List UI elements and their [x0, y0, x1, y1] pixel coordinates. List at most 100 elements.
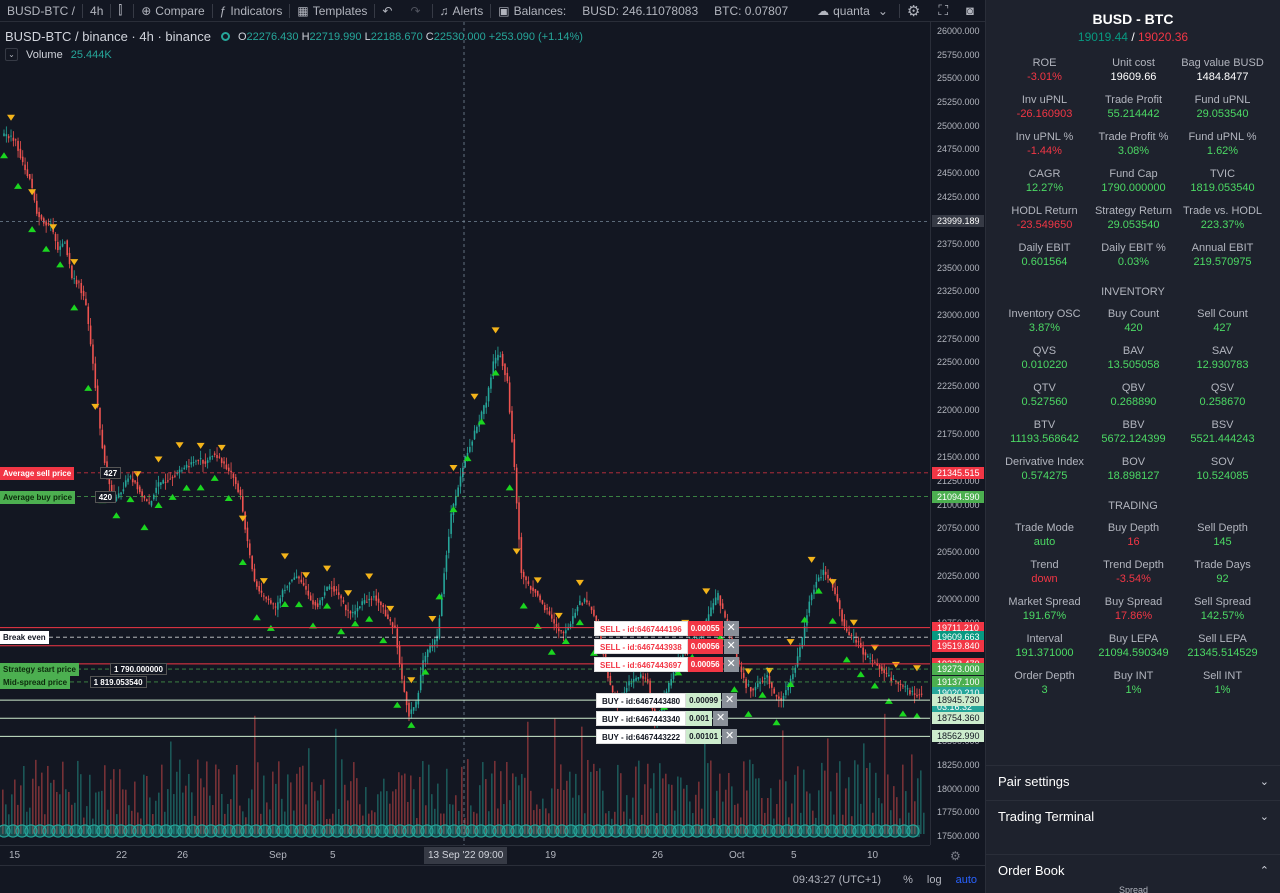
fullscreen-button[interactable]: ⛶: [931, 0, 959, 22]
volume-legend: ⌄ Volume 25.444K: [5, 48, 112, 61]
buy-marker: [168, 493, 177, 500]
undo-button[interactable]: ↶: [375, 0, 403, 22]
candle-body: [71, 265, 73, 279]
volume-bar: [764, 812, 766, 834]
settings-button[interactable]: ⚙: [900, 0, 931, 22]
trade-marker: [123, 824, 137, 838]
price-tick: 20500.000: [937, 546, 980, 557]
candle-body: [108, 477, 111, 485]
order-quantity[interactable]: 0.001: [686, 711, 713, 727]
stat-label: Bag value BUSD: [1181, 57, 1264, 69]
candle-body: [209, 456, 211, 460]
sell-marker: [301, 572, 310, 579]
sell-marker: [554, 612, 563, 619]
percent-toggle[interactable]: %: [903, 873, 913, 886]
trade-marker: [6, 824, 20, 838]
cancel-order-icon[interactable]: ✕: [723, 656, 739, 672]
candle-body: [302, 582, 305, 586]
order-quantity[interactable]: 0.00099: [686, 693, 722, 709]
compare-button[interactable]: ⊕ Compare: [134, 0, 211, 22]
candle-body: [19, 148, 22, 158]
volume-bar: [437, 783, 439, 834]
auto-scale-toggle[interactable]: auto: [955, 873, 977, 886]
trade-marker: [150, 824, 164, 838]
volume-bar: [722, 801, 724, 834]
volume-bar: [83, 817, 85, 834]
indicators-button[interactable]: ƒ Indicators: [213, 0, 290, 22]
trade-marker: [744, 824, 758, 838]
time-scale[interactable]: 13 Sep '22 09:00 15 22 26 Sep 5 19 26 Oct 5 10: [0, 845, 930, 865]
trading-terminal-accordion[interactable]: Trading Terminal ⌄: [986, 800, 1280, 832]
volume-bar: [911, 754, 913, 834]
pair-settings-accordion[interactable]: Pair settings ⌄: [986, 765, 1280, 797]
volume-bar: [854, 760, 856, 834]
trade-marker: [348, 824, 362, 838]
order-quantity[interactable]: 0.00055: [687, 620, 723, 636]
volume-bar: [203, 787, 205, 834]
sell-marker: [154, 456, 163, 463]
buy-marker: [56, 261, 65, 268]
trade-marker: [240, 824, 254, 838]
buy-order[interactable]: BUY - id:6467443480 0.00099 ✕: [596, 693, 738, 709]
chart-settings-icon[interactable]: ⚙: [950, 849, 961, 863]
volume-bar: [89, 774, 91, 834]
trade-marker: [654, 824, 668, 838]
order-quantity[interactable]: 0.00056: [687, 656, 723, 672]
cancel-order-icon[interactable]: ✕: [723, 638, 739, 654]
volume-bar: [521, 773, 523, 834]
redo-button[interactable]: ↷: [403, 0, 431, 22]
volume-bar: [404, 773, 406, 834]
stat-value: -26.160903: [1016, 108, 1073, 120]
collapse-legend-button[interactable]: ⌄: [5, 48, 18, 61]
sell-order[interactable]: SELL - id:6467443697 0.00056 ✕: [594, 656, 739, 672]
chevron-down-icon: ⌄: [877, 3, 888, 18]
stat-label: Buy Count: [1107, 308, 1160, 320]
symbol-search-button[interactable]: BUSD-BTC /: [0, 0, 82, 22]
volume-bar: [101, 790, 103, 834]
sell-order[interactable]: SELL - id:6467443938 0.00056 ✕: [594, 638, 739, 654]
performance-stat: Trade Profit 55.214442: [1089, 93, 1178, 130]
cancel-order-icon[interactable]: ✕: [722, 729, 738, 745]
interval-button[interactable]: 4h: [83, 0, 110, 22]
trade-marker: [213, 824, 227, 838]
volume-bar: [689, 801, 691, 834]
volume-bar: [779, 779, 781, 834]
candle-body: [555, 623, 558, 627]
trade-marker: [681, 824, 695, 838]
screenshot-button[interactable]: ◙: [959, 0, 985, 22]
trade-marker: [195, 824, 209, 838]
templates-button[interactable]: ▦ Templates: [290, 0, 374, 22]
cancel-order-icon[interactable]: ✕: [722, 693, 738, 709]
candle-body: [263, 595, 265, 597]
log-toggle[interactable]: log: [926, 873, 942, 886]
candle-body: [632, 679, 635, 683]
top-toolbar: BUSD-BTC / 4h ⫿ ⊕ Compare ƒ Indicators ▦ Te…: [0, 0, 985, 22]
volume-bar: [833, 814, 835, 834]
user-menu-button[interactable]: ☁ quanta ⌄: [810, 0, 899, 22]
alerts-button[interactable]: ♫ Alerts: [433, 0, 491, 22]
order-quantity[interactable]: 0.00101: [686, 729, 722, 745]
trade-marker: [15, 824, 29, 838]
volume-bar: [551, 788, 553, 834]
buy-order[interactable]: BUY - id:6467443222 0.00101 ✕: [596, 729, 738, 745]
stat-value: 1819.053540: [1190, 182, 1255, 194]
price-chart[interactable]: [0, 22, 930, 845]
chart-type-button[interactable]: ⫿: [111, 0, 133, 22]
volume-bar: [641, 814, 643, 834]
sell-order[interactable]: SELL - id:6467444196 0.00055 ✕: [594, 620, 739, 636]
cancel-order-icon[interactable]: ✕: [713, 711, 729, 727]
cancel-order-icon[interactable]: ✕: [723, 620, 739, 636]
candle-body: [794, 667, 797, 673]
volume-bar: [254, 715, 256, 834]
trade-marker: [33, 824, 47, 838]
volume-bar: [230, 799, 232, 834]
order-quantity[interactable]: 0.00056: [687, 638, 723, 654]
sell-marker: [891, 661, 900, 668]
buy-order[interactable]: BUY - id:6467443340 0.001 ✕: [596, 711, 729, 727]
candle-body: [424, 655, 427, 662]
price-scale[interactable]: 26000.000 25750.000 25500.000 25250.000 2500…: [930, 22, 985, 845]
volume-label: Volume: [26, 48, 63, 61]
chart-pane[interactable]: BUSD-BTC / binance · 4h · binance O22276…: [0, 22, 930, 845]
candle-body: [857, 641, 860, 643]
order-book-accordion[interactable]: Order Book ⌃: [986, 854, 1280, 886]
